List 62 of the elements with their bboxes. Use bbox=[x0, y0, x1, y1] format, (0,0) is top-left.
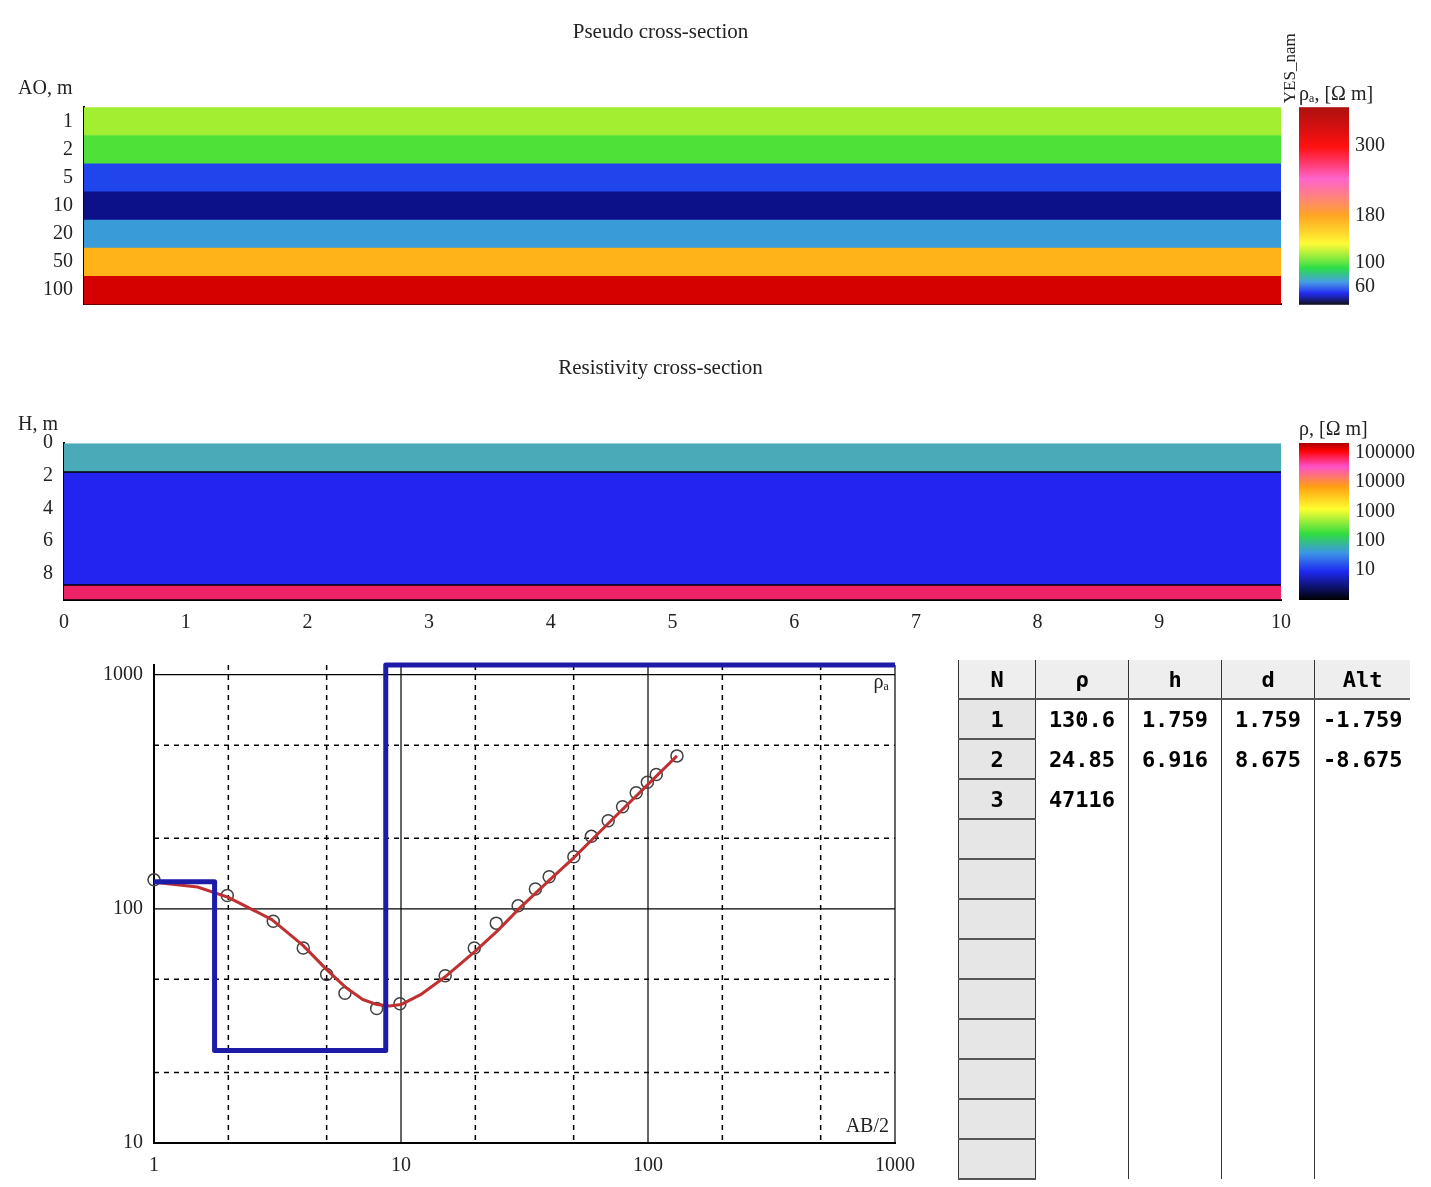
x-tick-label: 9 bbox=[1154, 610, 1165, 633]
color-bar-label: 180 bbox=[1355, 203, 1385, 226]
y-tick-label: 1000 bbox=[103, 661, 143, 684]
x-tick-label: 7 bbox=[910, 610, 921, 633]
x-tick-label: 3 bbox=[424, 610, 435, 633]
text: 100000 bbox=[1355, 440, 1415, 463]
y-tick-label: 2 bbox=[63, 136, 73, 159]
category-label: 3 bbox=[990, 786, 1004, 812]
text: 100 bbox=[1355, 527, 1385, 550]
y-tick-label: 100 bbox=[113, 896, 143, 919]
category-label: h bbox=[1128, 660, 1222, 699]
text: YES_nam bbox=[1280, 33, 1300, 104]
x-tick-label: 4 bbox=[545, 610, 556, 633]
text: 8.675 bbox=[1234, 746, 1302, 772]
chart-title: Resistivity cross-section bbox=[558, 355, 764, 380]
text: 24.85 bbox=[1048, 746, 1116, 772]
color-bar-label: 100 bbox=[1355, 250, 1385, 273]
x-tick-label: 100 bbox=[633, 1153, 663, 1176]
x-tick-label: 1 bbox=[149, 1153, 159, 1176]
text: -8.675 bbox=[1323, 746, 1403, 772]
y-tick-label: 10 bbox=[53, 192, 73, 215]
y-tick-label: 50 bbox=[53, 249, 73, 272]
text: 1.759 bbox=[1234, 707, 1302, 732]
y-tick-label: 100 bbox=[43, 277, 73, 300]
category-label: Alt bbox=[1314, 660, 1411, 699]
y-tick-label: 5 bbox=[63, 164, 73, 187]
color-bar-label: 60 bbox=[1355, 273, 1375, 296]
x-tick-label: 1 bbox=[180, 610, 191, 633]
text: 10 bbox=[1355, 557, 1375, 579]
x-tick-label: 8 bbox=[1032, 610, 1043, 633]
y-tick-label: 8 bbox=[43, 561, 53, 584]
x-tick-label: 6 bbox=[789, 610, 800, 633]
y-axis-title: ρₐ bbox=[873, 670, 890, 694]
x-tick-label: 10 bbox=[391, 1153, 411, 1176]
text: 47116 bbox=[1048, 786, 1116, 812]
x-tick-label: 2 bbox=[302, 610, 313, 633]
text: -1.759 bbox=[1323, 707, 1403, 732]
text: 6.916 bbox=[1141, 746, 1209, 772]
color-bar-label: 300 bbox=[1355, 132, 1385, 155]
y-tick-label: 1 bbox=[63, 108, 73, 131]
chart-title: Pseudo cross-section bbox=[572, 19, 749, 44]
text: 1.759 bbox=[1141, 707, 1209, 732]
y-tick-label: 4 bbox=[43, 495, 53, 518]
x-tick-label: 5 bbox=[667, 610, 678, 633]
x-axis-title: AB/2 bbox=[845, 1114, 889, 1137]
category-label: 1 bbox=[990, 706, 1004, 732]
text: 1000 bbox=[1355, 498, 1395, 521]
y-tick-label: 20 bbox=[53, 220, 73, 243]
color-bar-title: ρₐ, [Ω m] bbox=[1299, 82, 1374, 106]
x-tick-label: 1000 bbox=[875, 1153, 915, 1176]
y-axis-title: AO, m bbox=[18, 76, 73, 99]
y-tick-label: 2 bbox=[43, 463, 53, 486]
text: 130.6 bbox=[1048, 707, 1116, 732]
text: 10000 bbox=[1355, 469, 1405, 492]
y-tick-label: 10 bbox=[123, 1130, 143, 1153]
category-label: d bbox=[1221, 660, 1315, 699]
x-tick-label: 10 bbox=[1271, 610, 1291, 633]
category-label: ρ bbox=[1035, 660, 1129, 699]
text: N bbox=[958, 660, 1036, 699]
color-bar-title: ρ, [Ω m] bbox=[1299, 417, 1368, 440]
category-label: 2 bbox=[990, 746, 1004, 772]
y-tick-label: 6 bbox=[43, 528, 53, 551]
